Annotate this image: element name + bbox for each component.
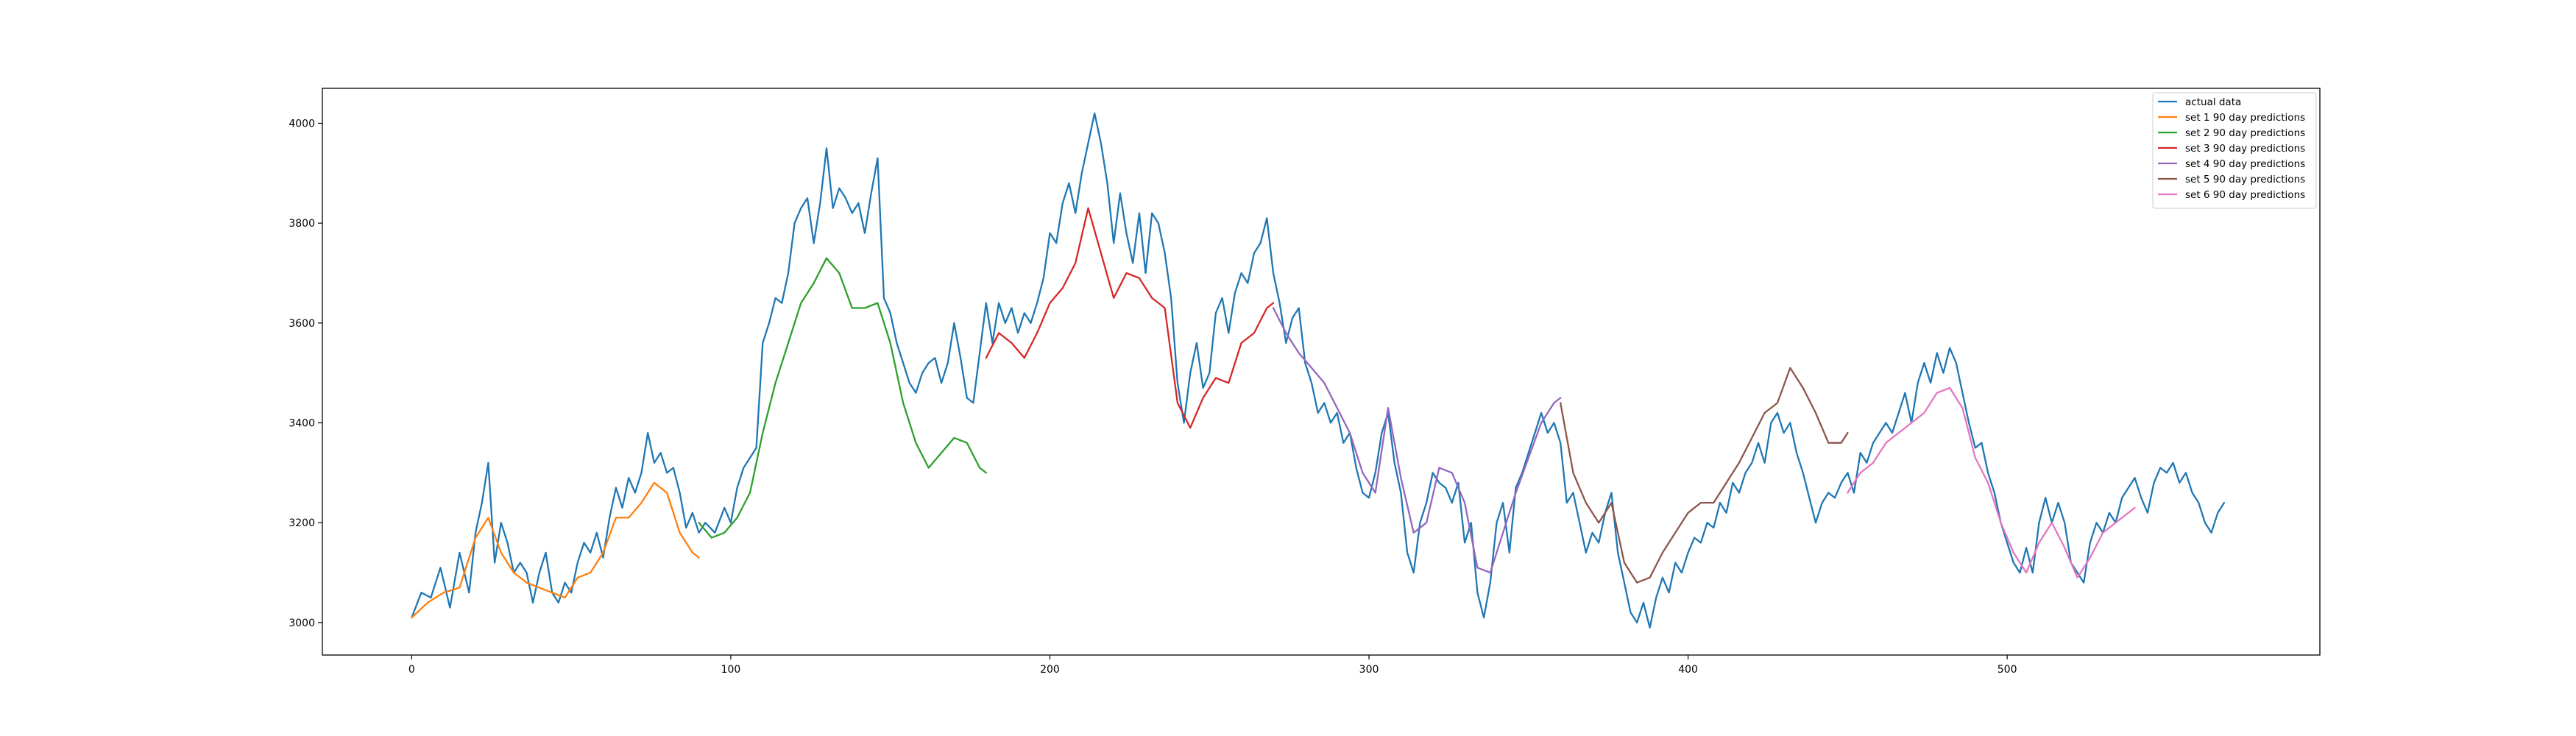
legend-label: set 2 90 day predictions bbox=[2185, 127, 2305, 139]
series-line-5 bbox=[1272, 307, 1562, 574]
series-line-1 bbox=[411, 112, 2226, 629]
y-tick-label: 3000 bbox=[289, 618, 315, 629]
legend-label: set 3 90 day predictions bbox=[2185, 143, 2305, 155]
legend-label: set 6 90 day predictions bbox=[2185, 189, 2305, 201]
plot-frame bbox=[322, 88, 2321, 656]
y-axis: 3000 3200 3400 3600 3800 4000 bbox=[289, 118, 322, 629]
y-tick-label: 3200 bbox=[289, 517, 315, 529]
legend-label: set 1 90 day predictions bbox=[2185, 112, 2305, 124]
series-line-3 bbox=[698, 257, 987, 539]
x-tick-label: 300 bbox=[1359, 664, 1379, 676]
legend-label: actual data bbox=[2185, 96, 2241, 108]
legend-label: set 4 90 day predictions bbox=[2185, 158, 2305, 170]
x-tick-label: 100 bbox=[721, 664, 741, 676]
legend: actual data set 1 90 day predictions set 2… bbox=[2152, 92, 2317, 209]
y-tick-label: 3400 bbox=[289, 418, 315, 430]
x-tick-label: 500 bbox=[1998, 664, 2017, 676]
x-axis: 0 100 200 300 400 500 bbox=[408, 655, 2017, 676]
y-tick-label: 3600 bbox=[289, 318, 315, 330]
x-tick-label: 200 bbox=[1040, 664, 1060, 676]
series-line-7 bbox=[1847, 386, 2136, 578]
y-tick-label: 3800 bbox=[289, 218, 315, 230]
legend-box bbox=[2152, 92, 2317, 209]
series-layer bbox=[411, 112, 2226, 629]
series-line-6 bbox=[1560, 367, 1849, 584]
x-tick-label: 400 bbox=[1678, 664, 1698, 676]
legend-label: set 5 90 day predictions bbox=[2185, 174, 2305, 185]
series-line-2 bbox=[411, 481, 700, 619]
series-line-4 bbox=[985, 207, 1275, 429]
y-tick-label: 4000 bbox=[289, 118, 315, 130]
x-tick-label: 0 bbox=[408, 664, 415, 676]
